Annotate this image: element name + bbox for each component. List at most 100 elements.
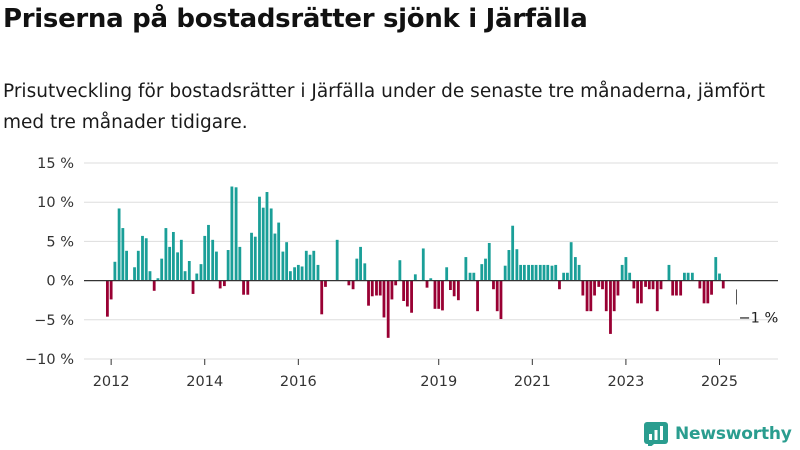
bar <box>203 235 207 281</box>
bar <box>199 264 203 281</box>
bar <box>714 257 718 281</box>
bar <box>484 258 487 281</box>
bar <box>250 232 253 281</box>
bar <box>410 280 413 313</box>
bar <box>117 208 121 281</box>
bar <box>316 264 320 281</box>
bar <box>156 278 160 281</box>
bar <box>433 280 437 309</box>
bar <box>507 250 511 281</box>
bar <box>452 280 456 297</box>
bar <box>702 280 706 304</box>
bar <box>375 280 378 296</box>
bar <box>655 280 659 312</box>
bar <box>585 280 589 312</box>
bar <box>386 280 390 338</box>
bar <box>487 242 491 281</box>
bar <box>402 280 406 301</box>
bar <box>550 265 554 281</box>
bar <box>573 257 577 281</box>
bar <box>121 228 125 281</box>
bar <box>105 280 109 317</box>
newsworthy-logo[interactable]: Newsworthy <box>644 419 792 449</box>
bar <box>168 246 172 281</box>
bar <box>179 239 183 281</box>
bar <box>476 280 479 312</box>
chart-title: Priserna på bostadsrätter sjönk i Järfäl… <box>3 4 588 34</box>
bar <box>675 280 678 296</box>
bar <box>589 280 593 312</box>
bar <box>136 250 140 281</box>
bar <box>382 280 386 318</box>
bar <box>347 280 351 286</box>
bar <box>378 280 382 296</box>
bar <box>616 280 620 296</box>
bar <box>398 260 402 281</box>
bar <box>288 271 292 281</box>
bar <box>141 235 144 281</box>
bar <box>133 267 136 281</box>
bar <box>710 280 713 295</box>
bar <box>690 272 694 281</box>
bar <box>449 280 452 291</box>
y-tick-label: 15 % <box>37 156 74 172</box>
bar <box>647 280 651 290</box>
bars <box>105 186 725 338</box>
bar <box>632 280 636 289</box>
bar <box>363 263 367 281</box>
bar <box>253 236 257 281</box>
bar <box>511 225 515 281</box>
bar <box>609 280 612 334</box>
bar <box>538 264 542 281</box>
bar <box>639 280 643 304</box>
bar <box>176 252 179 281</box>
bar <box>542 264 546 281</box>
bar <box>335 239 339 281</box>
bar <box>195 273 199 281</box>
bar <box>359 246 362 281</box>
bar <box>644 280 647 287</box>
bar <box>718 273 721 281</box>
bar <box>671 280 675 296</box>
x-tick-label: 2021 <box>514 374 551 390</box>
bar <box>324 280 327 287</box>
bar <box>413 274 417 281</box>
bar <box>171 231 175 281</box>
bar <box>273 233 277 281</box>
y-tick-label: 10 % <box>37 195 74 211</box>
bar <box>679 280 683 296</box>
bar <box>109 280 113 300</box>
bar <box>686 272 690 281</box>
x-tick-label: 2012 <box>93 374 130 390</box>
bar <box>351 280 355 290</box>
bar <box>296 264 300 281</box>
bar <box>624 257 628 281</box>
bar <box>667 264 671 281</box>
bar <box>554 264 558 281</box>
bar <box>226 250 230 281</box>
bar <box>464 257 468 281</box>
bar <box>522 264 526 281</box>
y-tick-label: 0 % <box>46 274 74 290</box>
bar <box>429 278 433 281</box>
bar <box>597 280 601 287</box>
bar <box>367 280 370 306</box>
bar <box>499 280 503 320</box>
bar <box>441 280 444 311</box>
bar <box>527 264 530 281</box>
bar <box>258 196 261 281</box>
bar <box>706 280 710 304</box>
bar <box>698 280 702 289</box>
bar <box>230 186 234 281</box>
bar <box>300 266 304 281</box>
gridlines <box>84 162 778 360</box>
bar <box>113 261 117 281</box>
bar <box>519 264 523 281</box>
bar <box>534 264 538 281</box>
bar <box>215 251 218 281</box>
bar <box>577 264 581 281</box>
bar <box>721 280 725 289</box>
y-tick-label: 5 % <box>46 234 74 250</box>
y-tick-label: −5 % <box>34 313 74 329</box>
